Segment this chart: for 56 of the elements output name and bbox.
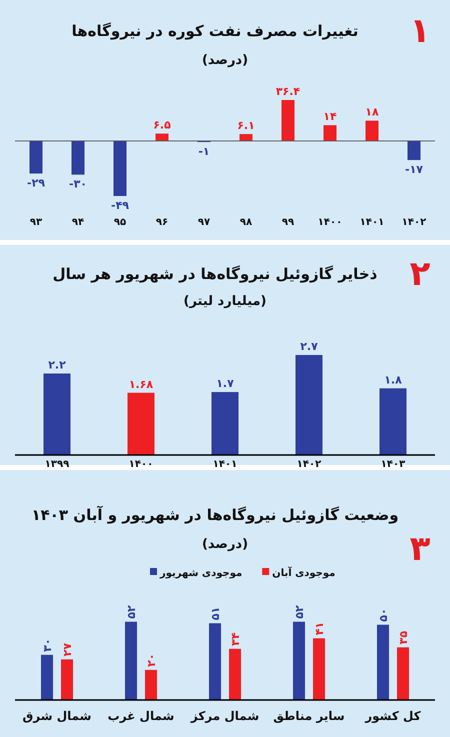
x-tick-label: ۱۴۰۱	[212, 459, 238, 470]
data-label: ۵۰	[377, 608, 390, 622]
data-label: ۲.۷	[300, 340, 318, 353]
x-tick-label: ۱۴۰۰	[128, 459, 154, 470]
x-tick-label: ۱۳۹۹	[44, 459, 70, 470]
chart-subtitle: (میلیارد لیتر)	[184, 294, 266, 309]
x-tick-label: ۱۴۰۲	[402, 217, 426, 228]
x-tick-label: ۹۷	[198, 217, 210, 228]
x-tick-label: ۱۴۰۱	[360, 217, 384, 228]
data-label: ۱.۸	[384, 373, 402, 386]
data-label: ۱۸	[365, 106, 379, 119]
data-label: ۶.۵	[153, 118, 172, 132]
x-tick-label: ۱۴۰۰	[318, 217, 342, 228]
legend-label: موجودی آبان	[272, 566, 336, 579]
data-label: ۱۴	[323, 110, 337, 124]
text: ۱	[410, 11, 430, 51]
data-label: ۱.۶۸	[128, 378, 154, 391]
data-label: ۵۲	[125, 605, 138, 619]
legend-label: موجودی شهریور	[159, 568, 242, 579]
data-label: ۲۰	[145, 653, 158, 667]
x-tick-label: سایر مناطق	[273, 709, 345, 723]
data-label: ۲۷	[61, 642, 74, 656]
data-label: ۱.۷	[216, 377, 234, 390]
x-tick-label: شمال غرب	[108, 709, 174, 723]
x-tick-label: ۱۴۰۳	[380, 459, 406, 470]
chart-title: وضعیت گازوئیل نیروگاه‌ها در شهریور و آبان ۱۴۰۳	[31, 505, 399, 524]
x-tick-label: شمال مرکز	[190, 709, 260, 723]
text: ۳	[410, 529, 431, 569]
data-label: -۱۷	[405, 163, 424, 176]
x-tick-label: ۹۶	[156, 217, 168, 228]
x-tick-label: ۹۴	[72, 217, 84, 228]
x-tick-label: کل کشور	[364, 709, 421, 723]
x-tick-label: شمال شرق	[22, 709, 92, 723]
chart-subtitle: (درصد)	[202, 537, 248, 552]
data-label: ۴۱	[313, 622, 326, 636]
data-label: ۳۶.۴	[276, 85, 300, 98]
data-label: ۵۲	[293, 605, 306, 619]
data-label: ۳۴	[229, 632, 242, 646]
data-label: -۳۰	[69, 178, 87, 191]
x-tick-label: ۹۸	[240, 217, 252, 228]
text: ۲	[410, 254, 431, 294]
data-label: ۵۱	[209, 606, 222, 620]
data-label: -۴۹	[111, 199, 130, 212]
data-label: ۲.۲	[48, 358, 66, 372]
chart-title: تغییرات مصرف نفت کوره در نیروگاه‌ها	[72, 22, 358, 40]
data-label: -۲۹	[27, 176, 46, 190]
data-label: ۳۰	[41, 638, 54, 652]
data-label: ۶.۱	[237, 119, 255, 132]
data-label: ۳۵	[397, 630, 410, 644]
chart-title: ذخایر گازوئیل نیروگاه‌ها در شهریور هر سال	[52, 265, 378, 283]
x-tick-label: ۹۳	[30, 217, 42, 228]
x-tick-label: ۹۹	[282, 217, 294, 228]
x-tick-label: ۹۵	[114, 217, 126, 228]
x-tick-label: ۱۴۰۲	[296, 459, 322, 470]
chart-subtitle: (درصد)	[202, 53, 248, 68]
data-label: -۱	[198, 145, 210, 158]
